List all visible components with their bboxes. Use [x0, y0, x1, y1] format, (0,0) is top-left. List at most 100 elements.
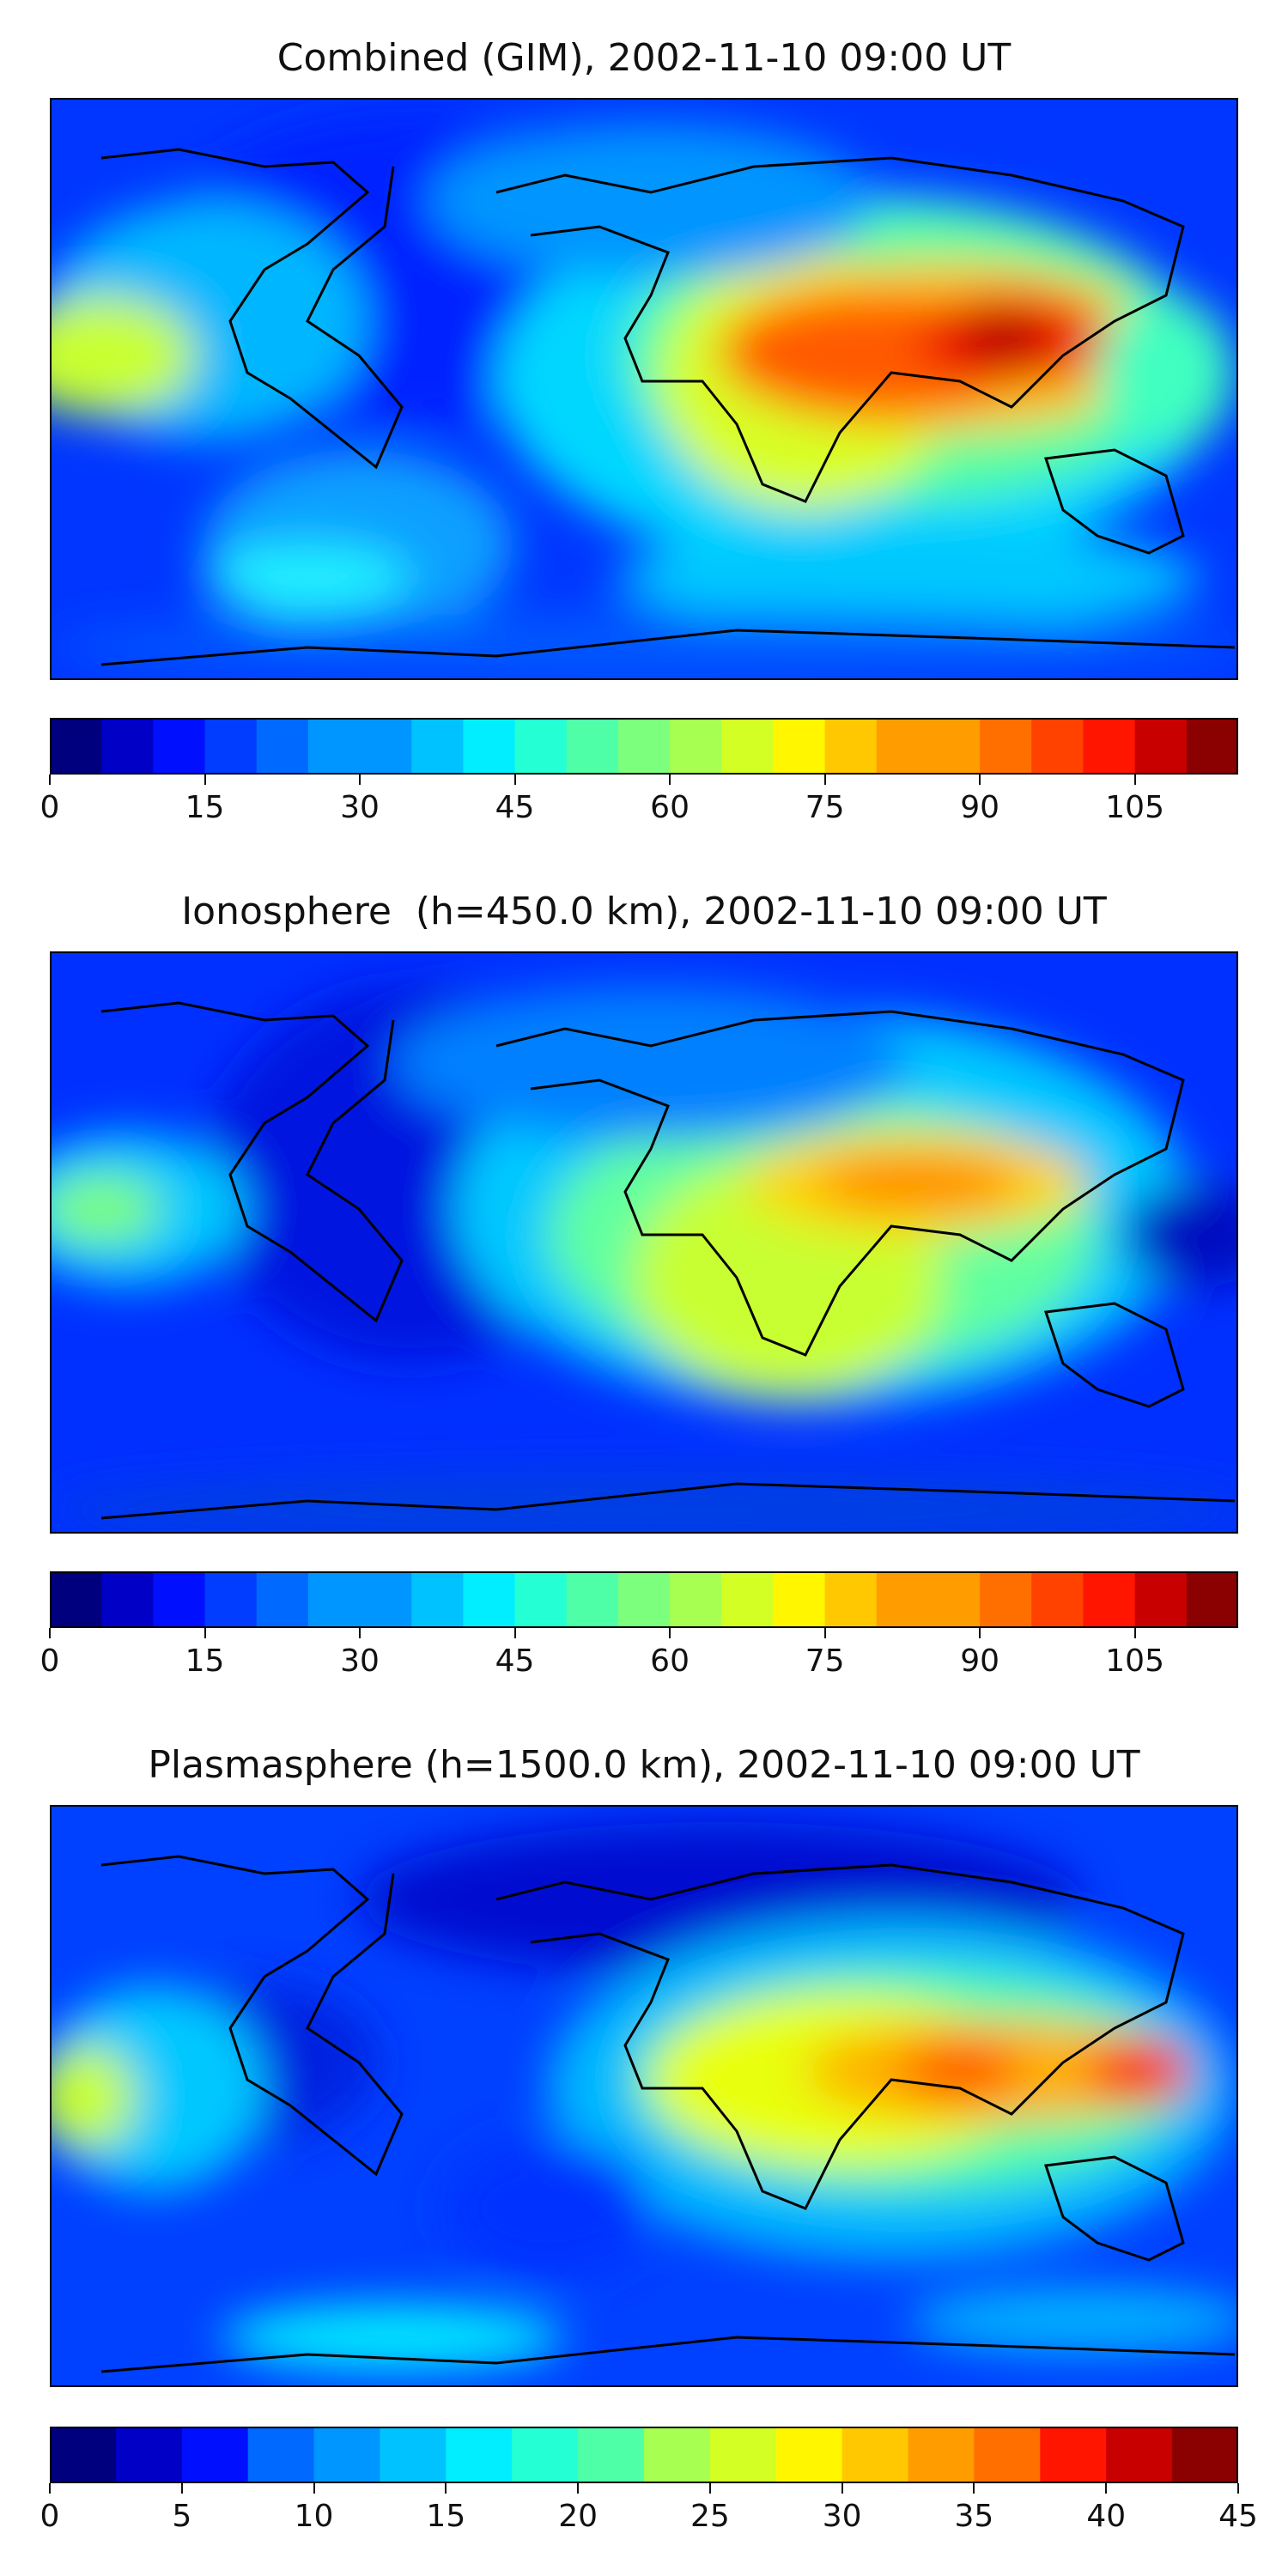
panel-title-ionosphere: Ionosphere (h=450.0 km), 2002-11-10 09:0… [181, 890, 1107, 933]
colorbar-segment [463, 1571, 516, 1628]
colorbar-tick-label: 90 [960, 1643, 1000, 1679]
colorbar-segment [721, 1571, 775, 1628]
colorbar-segment [360, 718, 412, 775]
colorbar-segment [876, 718, 929, 775]
colorbar-segment [307, 1571, 361, 1628]
colorbar-segment [50, 718, 102, 775]
colorbar-segment [824, 718, 878, 775]
colorbar-tick-mark [49, 2483, 51, 2494]
colorbar-tick-mark [669, 775, 671, 785]
panel-title-plasmasphere: Plasmasphere (h=1500.0 km), 2002-11-10 0… [148, 1743, 1140, 1787]
colorbar-tick-mark [1133, 775, 1136, 785]
colorbar-segment [313, 2427, 381, 2483]
map-plasmasphere [50, 1805, 1238, 2387]
colorbar-tick-mark [708, 2483, 711, 2494]
colorbar-segment [1083, 1571, 1136, 1628]
colorbar-tick-mark [49, 1628, 51, 1638]
colorbar-tick-mark [669, 1628, 671, 1638]
heatmap-combined [50, 98, 1238, 680]
colorbar-segment [514, 718, 568, 775]
colorbar-tick-label: 75 [805, 1643, 845, 1679]
panel-title-combined: Combined (GIM), 2002-11-10 09:00 UT [276, 36, 1012, 80]
colorbar-segment [670, 1571, 722, 1628]
colorbar-combined [50, 718, 1238, 775]
colorbar-segment [204, 1571, 258, 1628]
colorbar-segment [256, 1571, 309, 1628]
colorbar-segment [153, 718, 206, 775]
colorbar-segment [974, 2427, 1041, 2483]
colorbar-segment [514, 1571, 568, 1628]
colorbar-tick-label: 0 [39, 1643, 60, 1679]
colorbar-tick-label: 15 [185, 790, 225, 825]
colorbar-segment [1134, 1571, 1188, 1628]
colorbar-tick-label: 45 [495, 790, 535, 825]
colorbar-segment [1134, 718, 1188, 775]
colorbar-tick-label: 0 [39, 2499, 60, 2534]
colorbar-tick-mark [823, 775, 826, 785]
colorbar-segment [773, 718, 826, 775]
colorbar-segment [1172, 2427, 1238, 2483]
colorbar-segment [927, 1571, 981, 1628]
colorbar-tick-mark [1105, 2483, 1108, 2494]
colorbar-segment [1040, 2427, 1107, 2483]
colorbar-segment [204, 718, 258, 775]
colorbar-segment [1031, 718, 1084, 775]
colorbar-tick-label: 30 [340, 790, 380, 825]
coastlines [100, 1001, 1236, 1520]
colorbar-tick-label: 20 [558, 2499, 598, 2534]
colorbar-tick-mark [841, 2483, 843, 2494]
colorbar-tick-mark [513, 775, 516, 785]
colorbar-segment [876, 1571, 929, 1628]
colorbar-tick-mark [180, 2483, 183, 2494]
colorbar-tick-mark [204, 775, 206, 785]
colorbar-segment [566, 718, 619, 775]
colorbar-segment [775, 2427, 843, 2483]
coastlines [100, 1855, 1236, 2373]
colorbar-segment [670, 718, 722, 775]
colorbar-segment [721, 718, 775, 775]
colorbar-tick-mark [979, 775, 981, 785]
colorbar-segment [115, 2427, 183, 2483]
colorbar-tick-label: 25 [690, 2499, 730, 2534]
colorbar-tick-mark [513, 1628, 516, 1638]
colorbar-segment [824, 1571, 878, 1628]
colorbar-segment [101, 1571, 154, 1628]
colorbar-tick-label: 90 [960, 790, 1000, 825]
colorbar-tick-mark [1237, 2483, 1239, 2494]
colorbar-tick-label: 45 [495, 1643, 535, 1679]
colorbar-segment [411, 1571, 464, 1628]
colorbar-segment [709, 2427, 777, 2483]
colorbar-tick-mark [973, 2483, 975, 2494]
colorbar-tick-mark [359, 1628, 361, 1638]
colorbar-segment [644, 2427, 711, 2483]
colorbar-border [50, 2427, 1238, 2483]
colorbar-segment [153, 1571, 206, 1628]
colorbar-tick-label: 0 [39, 790, 60, 825]
colorbar-tick-label: 30 [822, 2499, 862, 2534]
colorbar-tick-label: 15 [185, 1643, 225, 1679]
colorbar-segment [841, 2427, 909, 2483]
colorbar-tick-mark [445, 2483, 447, 2494]
colorbar-segment [908, 2427, 975, 2483]
colorbar-tick-label: 5 [172, 2499, 192, 2534]
colorbar-tick-mark [823, 1628, 826, 1638]
colorbar-segment [101, 718, 154, 775]
colorbar-border [50, 718, 1238, 775]
coastlines [100, 148, 1236, 666]
colorbar-ionosphere [50, 1571, 1238, 1628]
map-combined [50, 98, 1238, 680]
colorbar-segment [181, 2427, 249, 2483]
colorbar-tick-label: 35 [954, 2499, 994, 2534]
colorbar-segment [360, 1571, 412, 1628]
colorbar-segment [1106, 2427, 1173, 2483]
colorbar-segment [617, 1571, 671, 1628]
colorbar-tick-label: 10 [294, 2499, 334, 2534]
colorbar-tick-label: 30 [340, 1643, 380, 1679]
colorbar-segment [50, 2427, 117, 2483]
colorbar-tick-mark [1133, 1628, 1136, 1638]
colorbar-tick-label: 45 [1218, 2499, 1258, 2534]
colorbar-tick-label: 105 [1105, 1643, 1164, 1679]
colorbar-segment [773, 1571, 826, 1628]
colorbar-segment [980, 1571, 1032, 1628]
colorbar-segment [256, 718, 309, 775]
